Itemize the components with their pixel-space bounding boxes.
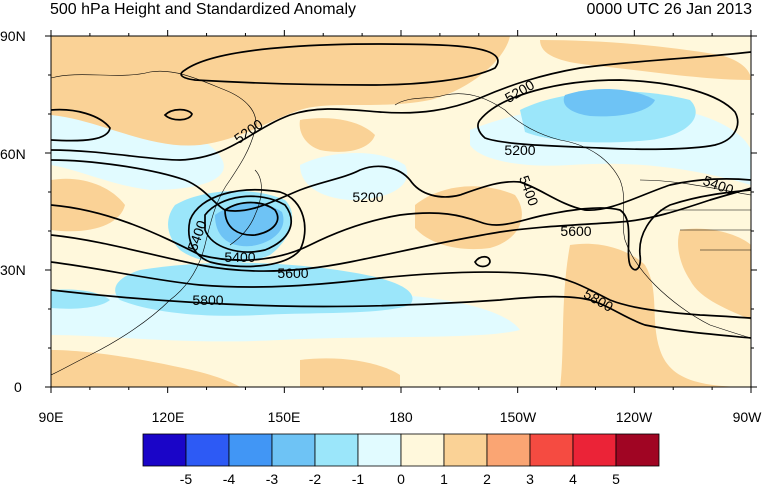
colorbar-swatch [357,433,402,467]
colorbar-tick-label: 1 [440,471,448,487]
anomaly-region [299,118,375,152]
colorbar-swatch [615,433,660,467]
lat-label-0: 0 [14,379,22,395]
colorbar-tick-label: 0 [397,471,405,487]
contour-5200-main [51,51,751,161]
contour-5800 [51,289,751,339]
coastline [639,179,751,196]
coastline [229,169,262,246]
colorbar-tick-label: 2 [483,471,491,487]
height-contours [51,43,751,339]
lon-label-120w: 120W [616,409,653,425]
colorbar-tick-label: -1 [352,471,365,487]
colorbar-tick-label: -5 [180,471,193,487]
contour-5600 [51,187,751,272]
negative-anomaly-regions [51,91,696,316]
lon-label-180: 180 [389,409,413,425]
colorbar-swatch [572,433,617,467]
colorbar-swatch [185,433,230,467]
contour-5200-ne-loop [477,79,739,151]
coastline [559,139,751,339]
axis-ticks [45,30,757,393]
contour-label: 5800 [192,292,223,308]
contour-5200-small-loop [163,108,193,121]
contour-label: 5600 [560,223,591,239]
colorbar [142,433,660,467]
anomaly-region [540,40,751,80]
colorbar-swatch [271,433,316,467]
colorbar-tick-label: -4 [223,471,236,487]
lat-label-60n: 60N [0,146,26,162]
anomaly-region [51,350,240,387]
lon-label-150w: 150W [500,409,537,425]
lat-label-90n: 90N [0,28,26,44]
lon-label-120e: 120E [152,409,185,425]
contour-label: 5200 [352,189,383,205]
contour-5400-east [544,189,751,271]
anomaly-region [51,178,125,232]
contour-label: 5400 [224,249,255,265]
lon-label-150e: 150E [268,409,301,425]
anomaly-region [51,36,510,146]
colorbar-swatch [443,433,488,467]
anomaly-region [678,228,751,320]
contour-5400-main [51,159,751,212]
anomaly-region [563,88,655,117]
longitude-labels: 90E 120E 150E 180 150W 120W 90W [39,409,763,425]
colorbar-tick-label: -2 [309,471,322,487]
colorbar-swatch [228,433,273,467]
map-title: 500 hPa Height and Standardized Anomaly [50,1,356,18]
contour-5700 [51,261,751,319]
colorbar-swatch [529,433,574,467]
lon-label-90e: 90E [39,409,64,425]
contour-5200-west-loop [51,108,111,142]
contour-5200-polar-loop [180,43,499,86]
colorbar-tick-labels: -5 -4 -3 -2 -1 0 1 2 3 4 5 [180,471,620,487]
contour-5400-low-ring1 [224,201,279,236]
colorbar-tick-label: 4 [569,471,577,487]
colorbar-tick-label: -3 [266,471,279,487]
coastline [660,209,751,251]
anomaly-region [215,203,284,247]
colorbar-swatch [486,433,531,467]
anomaly-region [560,243,751,387]
contour-5400-low-ring2 [204,195,292,253]
contour-5400-south [51,204,546,262]
colorbar-tick-label: 5 [612,471,620,487]
latitude-labels: 90N 60N 30N 0 [0,28,26,395]
coastline [51,70,257,376]
lat-label-30n: 30N [0,262,26,278]
contour-5600-small-loop [474,255,491,268]
contour-label: 5600 [277,265,308,281]
colorbar-swatch [314,433,359,467]
colorbar-swatch [400,433,445,467]
anomaly-region [300,152,408,200]
colorbar-tick-label: 3 [526,471,534,487]
colorbar-swatch [142,433,187,467]
anomaly-region [300,358,400,387]
map-timestamp: 0000 UTC 26 Jan 2013 [586,1,752,18]
strong-negative-anomaly-regions [215,88,655,247]
lon-label-90w: 90W [733,409,763,425]
contour-label: 5200 [504,142,535,158]
